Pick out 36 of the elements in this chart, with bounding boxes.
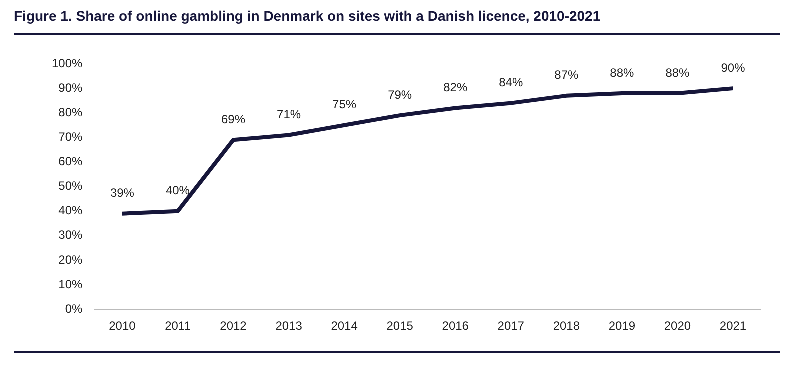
x-tick-label: 2018 <box>553 319 580 334</box>
text: 71% <box>277 108 302 122</box>
x-tick-label: 2011 <box>165 319 192 334</box>
x-tick-label: 2010 <box>109 319 136 334</box>
text: 75% <box>332 98 357 112</box>
x-tick-label: 2016 <box>442 319 470 334</box>
x-tick-label: 2015 <box>386 319 414 334</box>
text: 87% <box>554 68 579 82</box>
x-tick-label: 2017 <box>498 319 525 334</box>
y-tick-label: 90% <box>58 80 84 95</box>
text: 79% <box>388 88 412 102</box>
text: 88% <box>610 66 634 80</box>
text: 82% <box>444 80 468 95</box>
x-tick-label: 2012 <box>220 319 248 334</box>
y-tick-label: 20% <box>58 252 84 267</box>
text: 88% <box>666 66 690 80</box>
x-tick-label: 2021 <box>720 319 747 334</box>
x-tick-label: 2020 <box>664 319 692 334</box>
y-tick-label: 30% <box>58 228 84 242</box>
y-tick-label: 50% <box>58 179 84 194</box>
y-tick-label: 40% <box>58 204 84 218</box>
x-tick-label: 2014 <box>331 319 358 334</box>
text: 69% <box>221 112 246 126</box>
y-tick-label: 0% <box>65 302 84 316</box>
x-tick-label: 2019 <box>608 319 636 334</box>
text: 90% <box>721 60 746 75</box>
y-tick-label: 70% <box>58 130 84 144</box>
x-tick-label: 2013 <box>276 319 303 334</box>
y-tick-label: 10% <box>58 277 84 292</box>
text: 39% <box>110 186 134 200</box>
y-tick-label: 60% <box>58 154 84 169</box>
text: 40% <box>166 184 190 198</box>
text: 84% <box>499 76 524 90</box>
chart-title: Figure 1. Share of online gambling in Denmark on sites with a Danish licence, 2010-2021 <box>14 8 780 35</box>
y-tick-label: 80% <box>58 105 84 120</box>
y-tick-label: 100% <box>52 56 84 70</box>
